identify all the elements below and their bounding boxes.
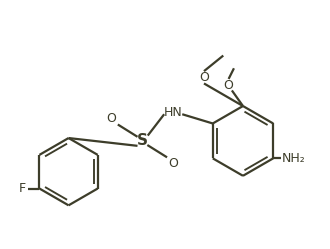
Text: HN: HN: [164, 106, 182, 119]
Text: O: O: [107, 112, 116, 125]
Text: O: O: [199, 71, 209, 84]
Text: F: F: [19, 182, 26, 195]
Text: O: O: [224, 79, 234, 92]
Text: S: S: [137, 133, 148, 148]
Text: NH₂: NH₂: [282, 152, 306, 165]
Text: O: O: [168, 157, 178, 170]
